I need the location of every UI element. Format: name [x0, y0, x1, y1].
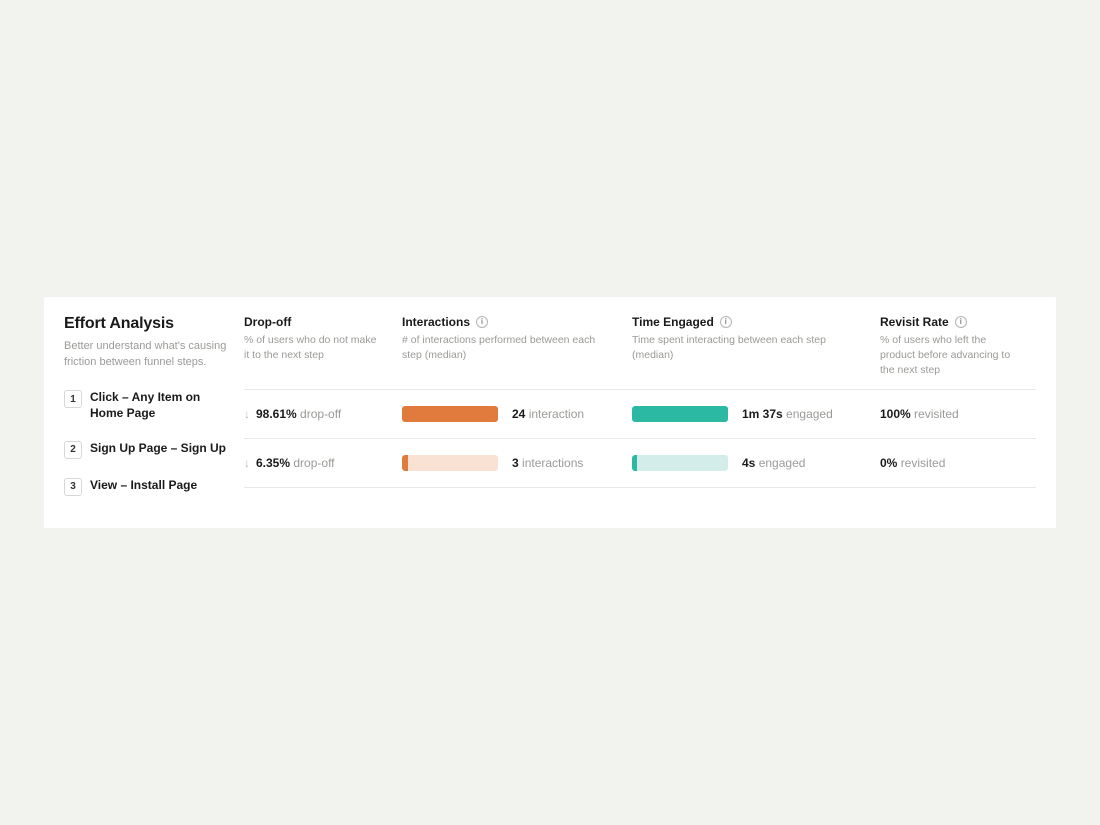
time-engaged-value: 4s: [742, 456, 755, 470]
revisit-title: Revisit Rate: [880, 315, 949, 329]
time-engaged-suffix: engaged: [759, 456, 806, 470]
interactions-suffix: interactions: [522, 456, 583, 470]
column-headers: Drop-off % of users who do not make it t…: [244, 315, 1036, 387]
revisit-value: 0%: [880, 456, 897, 470]
step-label: View – Install Page: [90, 477, 197, 493]
time-engaged-desc: Time spent interacting between each step…: [632, 333, 880, 362]
revisit-cell: 100% revisited: [880, 407, 1036, 421]
dropoff-header: Drop-off % of users who do not make it t…: [244, 315, 402, 387]
revisit-value: 100%: [880, 407, 911, 421]
down-arrow-icon: ↓: [244, 408, 250, 420]
interactions-value: 3: [512, 456, 519, 470]
interactions-bar: [402, 455, 498, 471]
info-icon[interactable]: i: [476, 316, 488, 328]
time-engaged-bar: [632, 455, 728, 471]
dropoff-value: 98.61%: [256, 407, 297, 421]
table-row: ↓6.35% drop-off3 interactions4s engaged0…: [244, 438, 1036, 488]
interactions-title: Interactions: [402, 315, 470, 329]
time-engaged-value: 1m 37s: [742, 407, 783, 421]
right-column: Drop-off % of users who do not make it t…: [244, 315, 1036, 513]
dropoff-value: 6.35%: [256, 456, 290, 470]
interactions-cell: 24 interaction: [402, 406, 632, 422]
time-engaged-bar: [632, 406, 728, 422]
funnel-step[interactable]: 3 View – Install Page: [64, 477, 228, 496]
left-column: Effort Analysis Better understand what's…: [64, 315, 228, 513]
revisit-suffix: revisited: [901, 456, 946, 470]
down-arrow-icon: ↓: [244, 457, 250, 469]
dropoff-desc: % of users who do not make it to the nex…: [244, 333, 402, 362]
time-engaged-header: Time Engaged i Time spent interacting be…: [632, 315, 880, 387]
interactions-header: Interactions i # of interactions perform…: [402, 315, 632, 387]
step-number-badge: 2: [64, 441, 82, 459]
step-number-badge: 3: [64, 478, 82, 496]
dropoff-cell: ↓ 6.35% drop-off: [244, 456, 402, 470]
info-icon[interactable]: i: [955, 316, 967, 328]
dropoff-title: Drop-off: [244, 315, 291, 329]
data-rows: ↓98.61% drop-off24 interaction1m 37s eng…: [244, 389, 1036, 488]
interactions-suffix: interaction: [529, 407, 584, 421]
time-engaged-suffix: engaged: [786, 407, 833, 421]
funnel-steps: 1 Click – Any Item on Home Page 2 Sign Up P…: [64, 389, 228, 495]
interactions-cell: 3 interactions: [402, 455, 632, 471]
funnel-step[interactable]: 2 Sign Up Page – Sign Up: [64, 440, 228, 459]
table-row: ↓98.61% drop-off24 interaction1m 37s eng…: [244, 389, 1036, 438]
time-engaged-cell: 4s engaged: [632, 455, 880, 471]
revisit-header: Revisit Rate i % of users who left the p…: [880, 315, 1036, 387]
revisit-suffix: revisited: [914, 407, 959, 421]
time-engaged-cell: 1m 37s engaged: [632, 406, 880, 422]
step-number-badge: 1: [64, 390, 82, 408]
dropoff-cell: ↓ 98.61% drop-off: [244, 407, 402, 421]
time-engaged-title: Time Engaged: [632, 315, 714, 329]
interactions-value: 24: [512, 407, 525, 421]
dropoff-suffix: drop-off: [300, 407, 341, 421]
effort-analysis-panel: Effort Analysis Better understand what's…: [44, 297, 1056, 527]
funnel-step[interactable]: 1 Click – Any Item on Home Page: [64, 389, 228, 421]
step-label: Click – Any Item on Home Page: [90, 389, 228, 421]
interactions-desc: # of interactions performed between each…: [402, 333, 632, 362]
step-label: Sign Up Page – Sign Up: [90, 440, 226, 456]
revisit-desc: % of users who left the product before a…: [880, 333, 1036, 377]
revisit-cell: 0% revisited: [880, 456, 1036, 470]
panel-subtitle: Better understand what's causing frictio…: [64, 339, 228, 371]
dropoff-suffix: drop-off: [293, 456, 334, 470]
panel-title: Effort Analysis: [64, 315, 228, 333]
interactions-bar: [402, 406, 498, 422]
info-icon[interactable]: i: [720, 316, 732, 328]
